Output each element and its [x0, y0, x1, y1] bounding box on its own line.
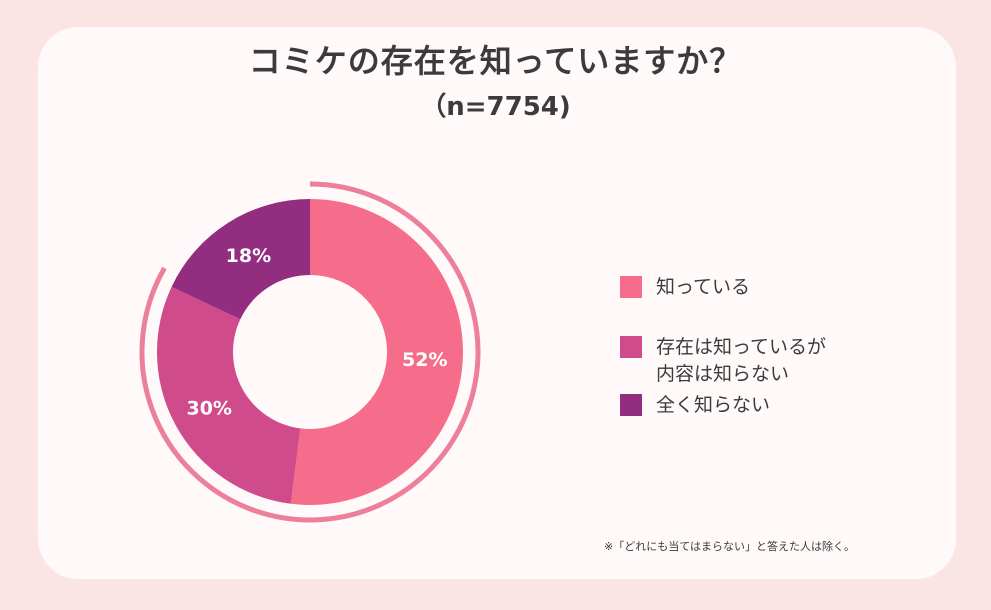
legend-swatch-2 [620, 394, 642, 416]
chart-title: コミケの存在を知っていますか？ [248, 42, 743, 80]
donut-slice-0 [290, 199, 463, 505]
legend-swatch-0 [620, 276, 642, 298]
footnote: ※「どれにも当てはまらない」と答えた人は除く。 [604, 540, 855, 553]
donut-slice-1 [157, 286, 301, 504]
legend-swatch-1 [620, 336, 642, 358]
outer-decorative-ring [139, 181, 481, 523]
slice-label-2: 18% [226, 245, 271, 267]
donut-slice-2 [171, 199, 310, 320]
legend-label-0: 知っている [656, 276, 751, 298]
chart-subtitle: （n=7754) [420, 92, 571, 122]
legend-label-1: 存在は知っているが 内容は知らない [656, 336, 827, 385]
slice-label-1: 30% [186, 397, 231, 419]
slice-label-0: 52% [402, 349, 447, 371]
legend-label-2: 全く知らない [656, 394, 771, 416]
